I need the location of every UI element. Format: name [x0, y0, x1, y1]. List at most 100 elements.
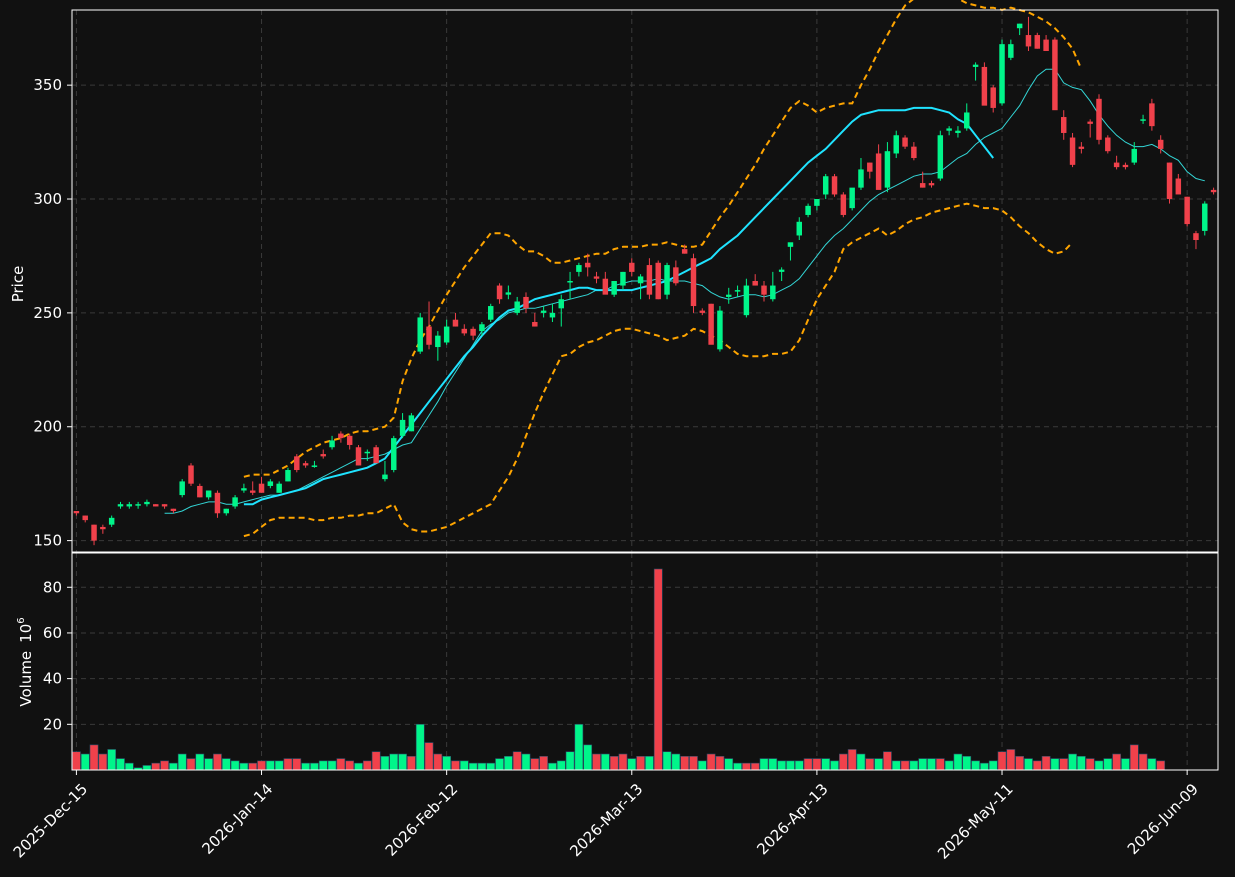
volume-bar [292, 758, 302, 771]
volume-bar [318, 760, 328, 771]
volume-bar [592, 753, 601, 771]
volume-bar [539, 755, 548, 771]
volume-bar [265, 760, 275, 771]
candlestick [329, 435, 335, 450]
candle-body [161, 504, 168, 507]
volume-bar [380, 755, 390, 771]
candle-body [249, 490, 256, 493]
volume-bar [468, 762, 478, 771]
candle-body [426, 326, 432, 345]
volume-bar [248, 762, 258, 771]
volume-bar [160, 760, 169, 771]
candle-body [1175, 178, 1182, 195]
candle-body [276, 483, 282, 493]
price-panel-frame [71, 9, 1219, 553]
candle-body [320, 454, 326, 457]
candle-body [1096, 98, 1102, 140]
volume-bar [971, 760, 980, 771]
candlestick [443, 319, 450, 345]
volume-bar [962, 755, 972, 771]
volume-bar [944, 760, 954, 771]
volume-bar [697, 760, 707, 771]
candlestick [858, 158, 864, 190]
volume-bar [310, 762, 319, 771]
candle-body [911, 146, 917, 159]
volume-grid [72, 553, 1218, 770]
candlestick [849, 187, 855, 211]
candle-body [1140, 119, 1146, 121]
candlestick [637, 274, 644, 300]
volume-bar [891, 760, 901, 771]
candlestick [690, 253, 697, 313]
candlestick [646, 258, 653, 300]
candle-body [479, 324, 485, 332]
candle-body [1052, 39, 1058, 111]
candlestick [470, 326, 476, 341]
volume-bar [301, 762, 310, 771]
volume-bar [1094, 760, 1104, 771]
candlestick [778, 267, 785, 281]
candlestick [276, 481, 282, 493]
volume-bar [186, 758, 196, 771]
candle-body [523, 296, 529, 309]
candlestick [1193, 230, 1199, 250]
candle-body [153, 504, 159, 507]
candlestick [91, 524, 97, 546]
candlestick [981, 62, 988, 106]
candle-body [1157, 139, 1164, 149]
candlestick [496, 283, 503, 304]
candle-body [505, 292, 512, 295]
candlestick [937, 130, 944, 181]
candle-body [902, 137, 908, 147]
candle-body [919, 183, 926, 188]
volume-bar [609, 755, 619, 771]
panel-frames [71, 9, 1219, 771]
volume-bar [988, 760, 998, 771]
candlestick [867, 162, 873, 179]
volume-bar [909, 760, 919, 771]
candle-body [205, 490, 212, 498]
candlestick [479, 321, 485, 336]
candle-body [1043, 39, 1049, 51]
candlestick [1157, 135, 1164, 154]
volume-bar [1147, 758, 1157, 771]
candle-body [214, 492, 221, 514]
candle-body [188, 465, 194, 484]
volume-bar [838, 753, 848, 771]
volume-bar [521, 753, 531, 771]
candlestick [338, 431, 344, 443]
candle-body [1016, 23, 1023, 29]
volume-bar [72, 751, 81, 771]
volume-tick-label: 60 [43, 624, 62, 642]
volume-bar [1059, 758, 1069, 771]
volume-bar [548, 762, 557, 771]
volume-bar [1103, 758, 1113, 771]
candlestick [717, 306, 723, 352]
candlestick [355, 444, 362, 466]
candle-body [223, 508, 230, 514]
volume-bar [715, 755, 725, 771]
candlestick [875, 144, 882, 190]
volume-bar [733, 762, 742, 771]
candle-body [355, 447, 362, 466]
candlestick [1078, 142, 1085, 154]
candle-body [990, 87, 996, 108]
candle-body [690, 258, 697, 307]
candlestick [1122, 162, 1129, 170]
volume-bar [345, 760, 355, 771]
price-tick-label: 150 [33, 532, 62, 550]
bollinger-upper-line [243, 0, 1083, 478]
candlestick [399, 413, 406, 439]
candlestick [73, 511, 80, 516]
volume-axis-label-text: Volume [17, 651, 35, 707]
candlestick [382, 460, 388, 482]
candlestick [311, 460, 318, 468]
candlestick [664, 262, 670, 300]
candle-body [805, 205, 811, 215]
candlestick [673, 260, 679, 286]
candlestick [232, 495, 238, 509]
volume-bar [451, 760, 460, 771]
volume-bar [662, 751, 672, 771]
candlestick [144, 499, 150, 507]
